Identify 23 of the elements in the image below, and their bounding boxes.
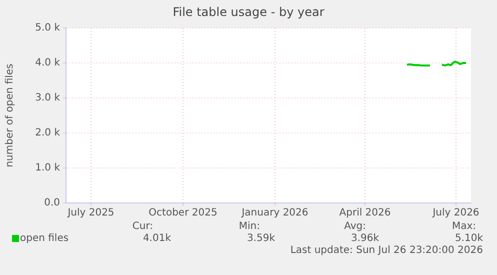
- legend-label: open files: [20, 233, 69, 244]
- text: Avg:: [344, 221, 366, 232]
- x-tick-label: July 2026: [432, 208, 480, 219]
- text: 5.10k: [454, 233, 483, 244]
- x-tick-label: July 2025: [66, 208, 114, 219]
- text: 3.59k: [246, 233, 275, 244]
- text: Min:: [238, 221, 260, 232]
- x-tick-label: April 2026: [339, 208, 391, 219]
- y-tick-label: 1.0 k: [35, 162, 60, 174]
- x-tick-label: October 2025: [148, 208, 218, 219]
- chart-title: File table usage - by year: [172, 5, 326, 19]
- text: 4.01k: [142, 233, 171, 244]
- y-tick-label: 2.0 k: [35, 128, 60, 139]
- y-tick-label: 4.0 k: [35, 58, 60, 69]
- y-axis-title: number of open files: [4, 64, 16, 168]
- y-tick-label: 0.0: [44, 198, 60, 209]
- text: Max:: [452, 221, 476, 232]
- y-tick-label: 3.0 k: [35, 92, 60, 104]
- text: Cur:: [132, 221, 153, 232]
- text: Last update: Sun Jul 26 23:20:00 2026: [290, 245, 483, 256]
- y-tick-label: 5.0 k: [35, 22, 60, 34]
- text: 3.96k: [350, 233, 379, 244]
- x-tick-label: January 2026: [240, 208, 308, 219]
